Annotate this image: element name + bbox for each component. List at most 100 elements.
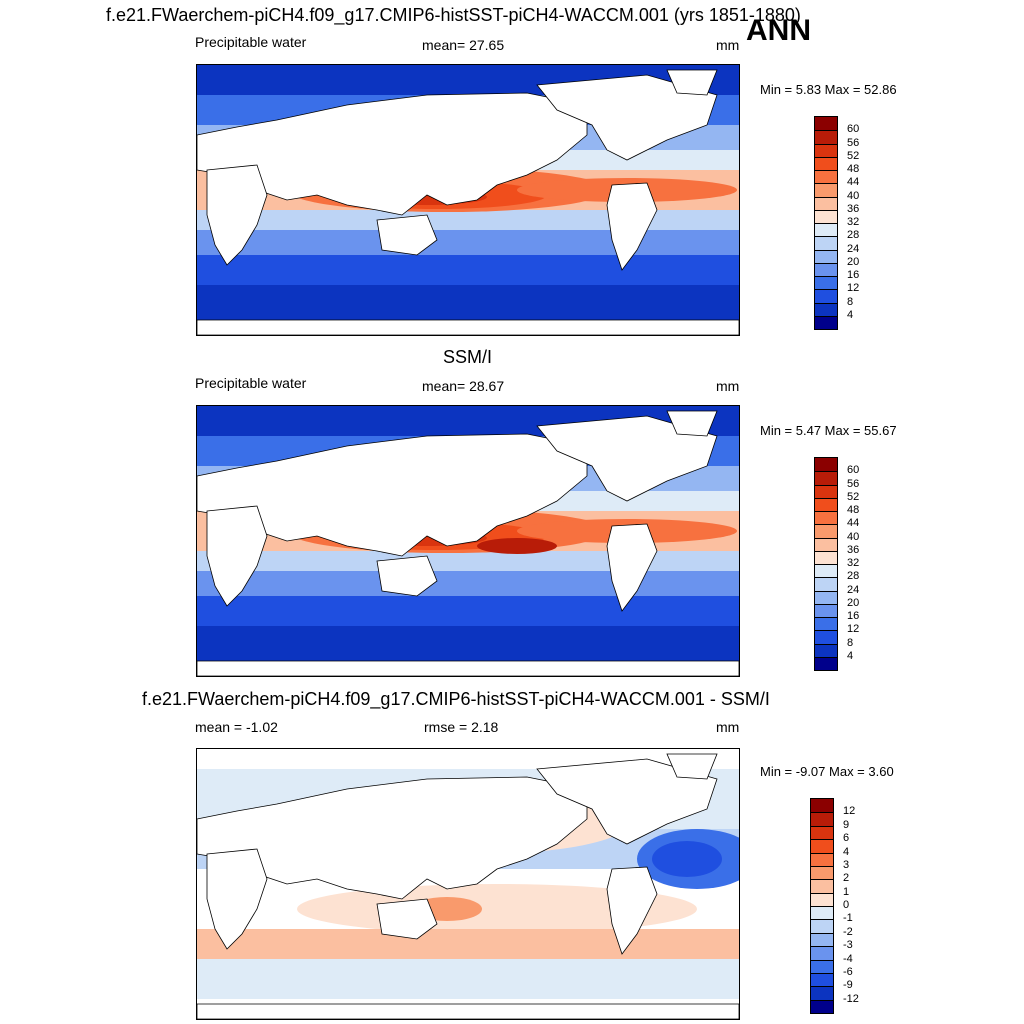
colorbar-tick-label: 48 [847, 163, 860, 175]
colorbar-tick-label: 56 [847, 477, 860, 490]
panel-3-colorbar: 12 9 6 4 3 2 1 0 -1 -2 -3 -4 -6 -9 -12 [810, 798, 859, 1014]
colorbar-tick-label: 28 [847, 570, 860, 583]
colorbar-tick-label: -6 [843, 965, 853, 978]
panel-1-map [196, 64, 740, 336]
colorbar-box [815, 156, 837, 170]
panel-1-units: mm [716, 37, 740, 53]
colorbar-tick-label: -9 [843, 979, 853, 992]
colorbar-box [811, 972, 833, 987]
colorbar-tick-label: -1 [843, 912, 853, 925]
panel-2-title: SSM/I [443, 347, 493, 367]
colorbar-box [815, 643, 837, 657]
colorbar-tick-label: 28 [847, 229, 860, 242]
panel-2-mean-label: mean= 28.67 [422, 378, 505, 394]
colorbar-box [815, 249, 837, 263]
colorbar-tick-label: -3 [843, 939, 853, 952]
colorbar-tick-label: 20 [847, 596, 860, 609]
colorbar-box [811, 839, 833, 853]
panel-2-units: mm [716, 378, 740, 394]
colorbar-tick-label: 32 [847, 216, 860, 228]
colorbar-tick-label: 16 [847, 269, 860, 281]
colorbar-box [815, 603, 837, 617]
colorbar-box [815, 223, 837, 237]
colorbar-tick-label: 8 [847, 295, 854, 308]
panel-3-map [196, 748, 740, 1020]
colorbar-box [815, 302, 837, 316]
colorbar-tick-label: 40 [847, 530, 860, 543]
panel-3-title: f.e21.FWaerchem-piCH4.f09_g17.CMIP6-hist… [142, 689, 770, 709]
colorbar-tick-label: 16 [847, 610, 860, 622]
colorbar-box [811, 946, 833, 960]
colorbar-tick-label: 52 [847, 490, 860, 503]
colorbar-box [815, 170, 837, 184]
panel-2-map-field [197, 406, 739, 676]
colorbar-box [811, 999, 833, 1013]
colorbar-box [815, 289, 837, 303]
colorbar-tick-label: 12 [847, 623, 860, 636]
colorbar-box [815, 484, 837, 498]
colorbar-tick-label: 12 [843, 805, 856, 818]
panel-2-left-label: Precipitable water [195, 375, 307, 391]
colorbar-box [815, 630, 837, 644]
colorbar-tick-label: 9 [843, 818, 850, 831]
panel-1-left-label: Precipitable water [195, 34, 307, 50]
colorbar-tick-label: 20 [847, 255, 860, 268]
colorbar-tick-label: 1 [843, 885, 850, 898]
colorbar-tick-label: 8 [847, 636, 854, 649]
colorbar-box [811, 892, 833, 906]
colorbar-box [815, 236, 837, 250]
colorbar-tick-label: 12 [847, 282, 860, 295]
panel-3-units: mm [716, 719, 740, 735]
colorbar-box [811, 879, 833, 893]
colorbar-tick-label: 48 [847, 504, 860, 516]
season-label: ANN [746, 14, 811, 47]
colorbar-tick-label: 0 [843, 899, 850, 911]
panel-3-rmse-label: rmse = 2.18 [424, 719, 499, 735]
colorbar-box [811, 919, 833, 933]
colorbar-box [811, 932, 833, 947]
colorbar-tick-label: 32 [847, 557, 860, 569]
colorbar-box [815, 196, 837, 210]
colorbar-tick-label: 4 [847, 649, 854, 662]
colorbar-box [815, 524, 837, 538]
colorbar-box [815, 458, 837, 472]
panel-3-mean-label: mean = -1.02 [195, 719, 278, 735]
colorbar-box [815, 564, 837, 578]
colorbar-box [815, 130, 837, 144]
colorbar-tick-label: 56 [847, 136, 860, 149]
colorbar-box [815, 183, 837, 197]
colorbar-tick-label: 60 [847, 123, 860, 136]
colorbar-tick-label: 3 [843, 858, 850, 871]
colorbar-tick-label: -4 [843, 952, 853, 965]
colorbar-box [815, 590, 837, 604]
colorbar-box [811, 812, 833, 826]
colorbar-tick-label: 60 [847, 464, 860, 477]
panel-1-minmax: Min = 5.83 Max = 52.86 [760, 82, 897, 97]
colorbar-box [815, 143, 837, 157]
colorbar-tick-label: 2 [843, 872, 850, 885]
colorbar-tick-label: -12 [843, 992, 859, 1005]
colorbar-box [815, 537, 837, 551]
colorbar-box [811, 959, 833, 973]
colorbar-tick-label: 52 [847, 149, 860, 162]
colorbar-box [811, 799, 833, 813]
colorbar-tick-label: 4 [843, 845, 850, 858]
figure-title: f.e21.FWaerchem-piCH4.f09_g17.CMIP6-hist… [106, 5, 801, 25]
colorbar-box [815, 550, 837, 564]
colorbar-tick-label: 44 [847, 176, 860, 189]
colorbar-box [811, 865, 833, 880]
colorbar-tick-label: 4 [847, 308, 854, 321]
panel-3-minmax: Min = -9.07 Max = 3.60 [760, 764, 894, 779]
panel-1-mean-label: mean= 27.65 [422, 37, 505, 53]
colorbar-box [815, 262, 837, 276]
colorbar-box [815, 511, 837, 525]
colorbar-box [815, 497, 837, 511]
colorbar-box [811, 852, 833, 866]
panel-2-map [196, 405, 740, 677]
panel-2-colorbar: 60 56 52 48 44 40 36 32 28 24 20 16 12 8 4 [814, 457, 859, 671]
colorbar-box [811, 825, 833, 840]
panel-1-colorbar: 60 56 52 48 44 40 36 32 28 24 20 16 12 8 4 [814, 116, 859, 330]
colorbar-box [815, 315, 837, 329]
colorbar-tick-label: 36 [847, 202, 860, 215]
colorbar-tick-label: 36 [847, 543, 860, 556]
